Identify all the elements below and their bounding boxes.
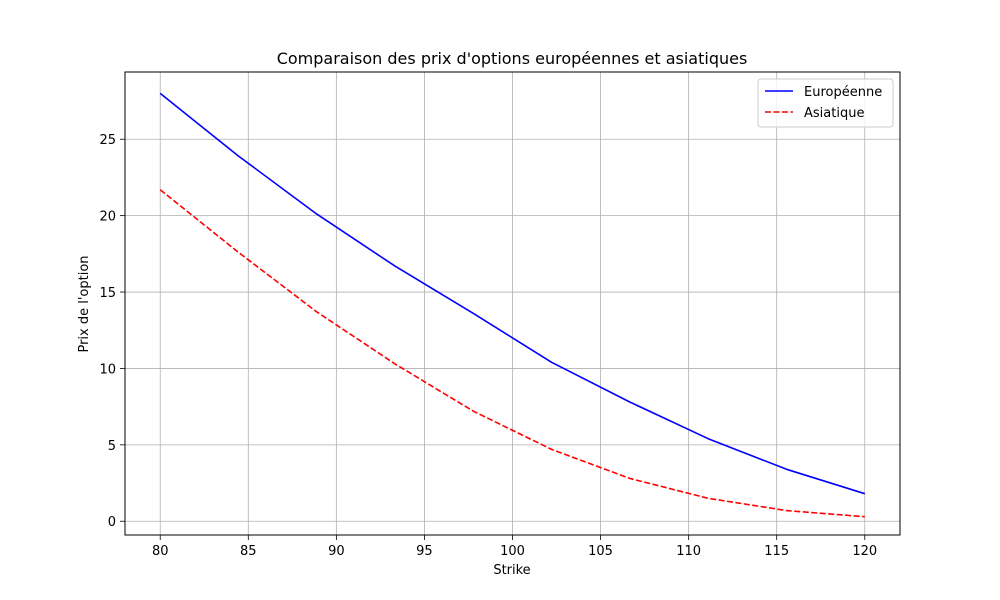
x-axis-ticks: 80 85 90 95 100 105 110 115 120 — [152, 535, 877, 559]
y-tick-label: 15 — [99, 286, 116, 301]
x-tick-label: 95 — [416, 544, 433, 559]
grid-lines — [125, 72, 900, 535]
x-tick-label: 80 — [152, 544, 169, 559]
x-tick-label: 100 — [500, 544, 525, 559]
x-tick-label: 115 — [764, 544, 789, 559]
x-tick-label: 85 — [240, 544, 257, 559]
series-lines — [159, 92, 866, 518]
legend-label-asiatique: Asiatique — [804, 106, 864, 121]
y-tick-label: 10 — [99, 362, 116, 377]
y-axis-label: Prix de l'option — [77, 255, 92, 352]
x-tick-label: 110 — [676, 544, 701, 559]
x-tick-label: 120 — [852, 544, 877, 559]
legend: Européenne Asiatique — [757, 78, 894, 128]
y-axis-ticks: 0 5 10 15 20 25 — [99, 133, 125, 530]
y-tick-label: 25 — [99, 133, 116, 148]
y-tick-label: 0 — [108, 515, 116, 530]
x-tick-label: 105 — [588, 544, 613, 559]
chart-title: Comparaison des prix d'options européenn… — [277, 49, 748, 68]
x-axis-label: Strike — [493, 563, 530, 578]
legend-label-europeenne: Européenne — [804, 85, 882, 100]
series-line-asiatique — [159, 189, 865, 518]
y-tick-label: 5 — [108, 439, 116, 454]
series-line-europeenne — [159, 92, 866, 495]
y-tick-label: 20 — [99, 210, 116, 225]
x-tick-label: 90 — [328, 544, 345, 559]
